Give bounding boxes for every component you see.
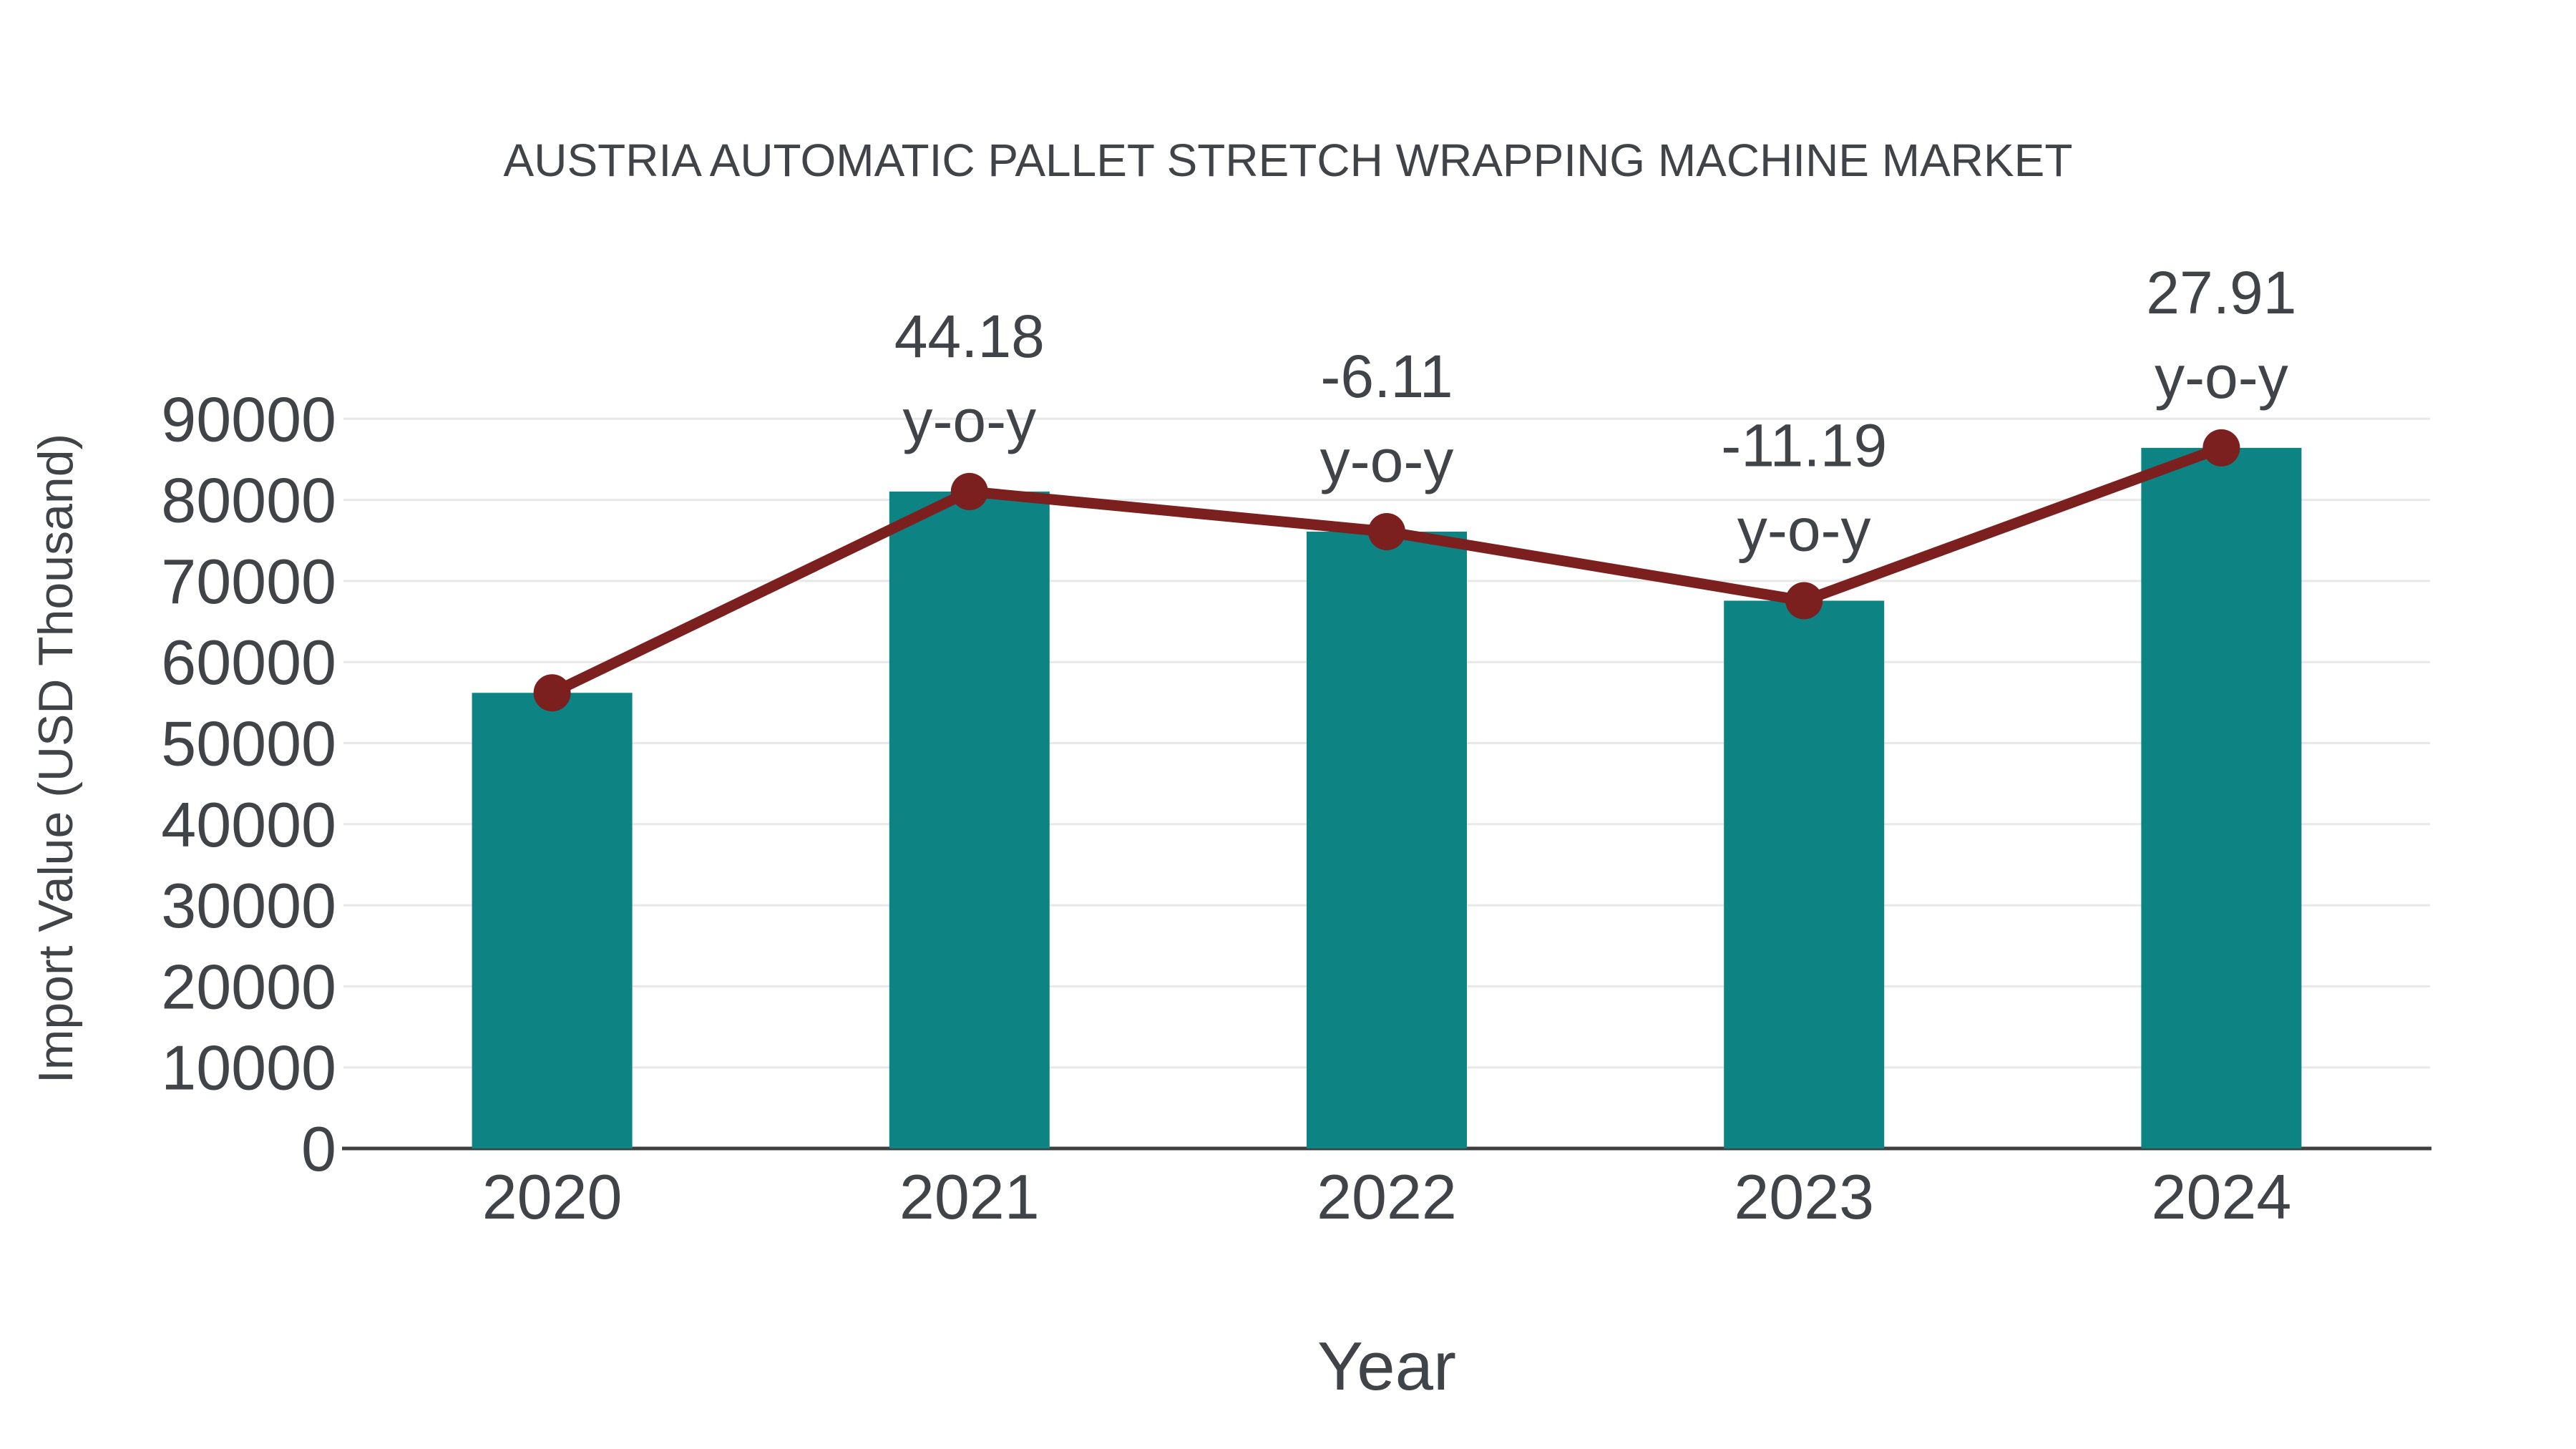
y-tick-label-70000: 70000 xyxy=(161,546,336,617)
annotation-value-2021: 44.18 xyxy=(894,303,1045,370)
y-tick-label-60000: 60000 xyxy=(161,627,336,698)
y-tick-label-20000: 20000 xyxy=(161,951,336,1022)
y-tick-label-10000: 10000 xyxy=(161,1033,336,1103)
marker-2022 xyxy=(1368,513,1405,551)
annotation-suffix-2023: y-o-y xyxy=(1737,496,1871,563)
y-tick-label-90000: 90000 xyxy=(161,384,336,454)
marker-2023 xyxy=(1785,582,1823,620)
annotation-value-2022: -6.11 xyxy=(1320,343,1453,410)
y-tick-label-40000: 40000 xyxy=(161,789,336,860)
marker-2024 xyxy=(2202,429,2240,467)
x-axis-title: Year xyxy=(1317,1328,1456,1405)
chart-title: AUSTRIA AUTOMATIC PALLET STRETCH WRAPPIN… xyxy=(503,135,2073,186)
annotation-suffix-2024: y-o-y xyxy=(2155,343,2288,411)
marker-2021 xyxy=(950,472,988,510)
annotation-value-2023: -11.19 xyxy=(1721,411,1887,479)
y-tick-label-30000: 30000 xyxy=(161,870,336,941)
x-tick-label-2024: 2024 xyxy=(2152,1161,2292,1232)
bar-2024 xyxy=(2141,447,2302,1148)
marker-2020 xyxy=(533,674,571,712)
bar-2023 xyxy=(1724,600,1885,1148)
y-tick-label-0: 0 xyxy=(301,1113,336,1184)
annotation-suffix-2021: y-o-y xyxy=(902,387,1036,454)
annotation-suffix-2022: y-o-y xyxy=(1320,427,1454,494)
x-tick-label-2023: 2023 xyxy=(1734,1161,1874,1232)
y-tick-label-80000: 80000 xyxy=(161,465,336,536)
x-tick-label-2022: 2022 xyxy=(1317,1161,1457,1232)
y-tick-label-50000: 50000 xyxy=(161,708,336,779)
bar-2020 xyxy=(472,693,633,1148)
x-tick-label-2021: 2021 xyxy=(899,1161,1040,1232)
bar-2021 xyxy=(889,491,1050,1148)
annotation-value-2024: 27.91 xyxy=(2146,259,2296,326)
bar-2022 xyxy=(1307,532,1467,1148)
x-tick-label-2020: 2020 xyxy=(482,1161,623,1232)
